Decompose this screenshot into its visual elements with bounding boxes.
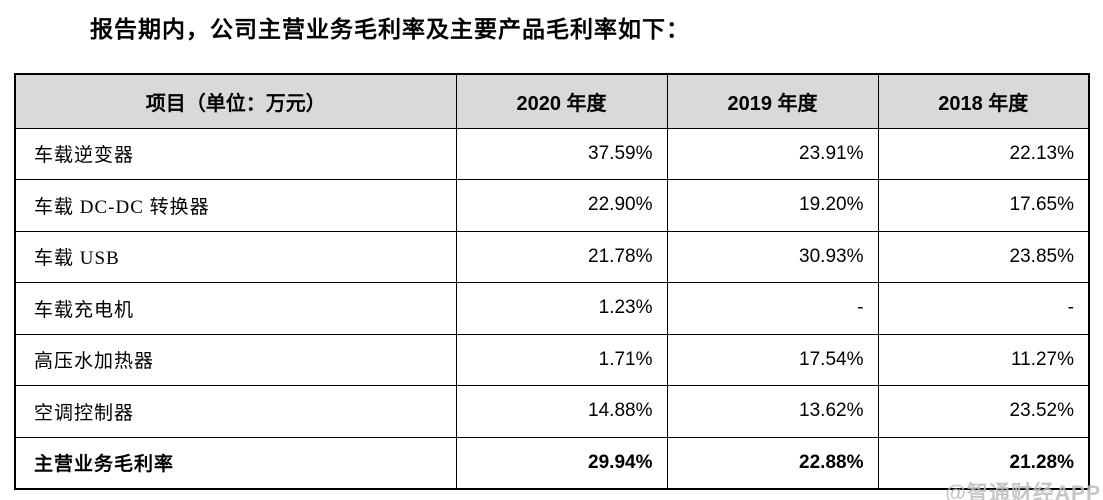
row-label-cell: 车载充电机 <box>14 282 457 335</box>
table-row: 主营业务毛利率 29.94% 22.88% 21.28% <box>14 436 1090 489</box>
paragraph-intro: 报告期内，公司主营业务毛利率及主要产品毛利率如下： <box>90 17 690 42</box>
value-cell-2020: 29.94% <box>455 436 668 489</box>
table-row: 车载 USB 21.78% 30.93% 23.85% <box>14 230 1090 283</box>
value-cell-2020: 21.78% <box>455 230 668 283</box>
row-label-cell: 高压水加热器 <box>14 333 457 386</box>
value-cell-2019: 13.62% <box>666 385 879 438</box>
value-cell-2020: 14.88% <box>455 385 668 438</box>
value-cell-2019: 19.20% <box>666 179 879 232</box>
value-cell-2020: 22.90% <box>455 179 668 232</box>
row-label-cell: 车载 USB <box>14 230 457 283</box>
value-cell-2018: 22.13% <box>877 127 1090 180</box>
value-cell-2019: 22.88% <box>666 436 879 489</box>
table-row: 高压水加热器 1.71% 17.54% 11.27% <box>14 333 1090 386</box>
column-header-year-2018: 2018 年度 <box>877 73 1090 129</box>
value-cell-2018: 11.27% <box>877 333 1090 386</box>
value-cell-2020: 1.71% <box>455 333 668 386</box>
row-label-cell: 车载逆变器 <box>14 127 457 180</box>
value-cell-2018: - <box>877 282 1090 335</box>
table-header-row: 项目（单位：万元） 2020 年度 2019 年度 2018 年度 <box>14 73 1090 129</box>
table-row: 车载 DC-DC 转换器 22.90% 19.20% 17.65% <box>14 179 1090 232</box>
value-cell-2019: - <box>666 282 879 335</box>
column-header-item: 项目（单位：万元） <box>14 73 457 129</box>
value-cell-2019: 23.91% <box>666 127 879 180</box>
table-row: 车载逆变器 37.59% 23.91% 22.13% <box>14 127 1090 180</box>
value-cell-2018: 23.85% <box>877 230 1090 283</box>
table-body: 车载逆变器 37.59% 23.91% 22.13% 车载 DC-DC 转换器 … <box>14 127 1090 489</box>
column-header-year-2019: 2019 年度 <box>666 73 879 129</box>
value-cell-2018: 23.52% <box>877 385 1090 438</box>
value-cell-2020: 1.23% <box>455 282 668 335</box>
value-cell-2018: 17.65% <box>877 179 1090 232</box>
row-label-cell: 主营业务毛利率 <box>14 436 457 489</box>
value-cell-2019: 30.93% <box>666 230 879 283</box>
value-cell-2018: 21.28% <box>877 436 1090 489</box>
row-label-cell: 车载 DC-DC 转换器 <box>14 179 457 232</box>
value-cell-2020: 37.59% <box>455 127 668 180</box>
row-label-cell: 空调控制器 <box>14 385 457 438</box>
gross-margin-table: 项目（单位：万元） 2020 年度 2019 年度 2018 年度 车载逆变器 … <box>14 73 1090 490</box>
watermark: @智通财经APP <box>945 482 1101 500</box>
table-row: 空调控制器 14.88% 13.62% 23.52% <box>14 385 1090 438</box>
value-cell-2019: 17.54% <box>666 333 879 386</box>
table-row: 车载充电机 1.23% - - <box>14 282 1090 335</box>
column-header-year-2020: 2020 年度 <box>455 73 668 129</box>
